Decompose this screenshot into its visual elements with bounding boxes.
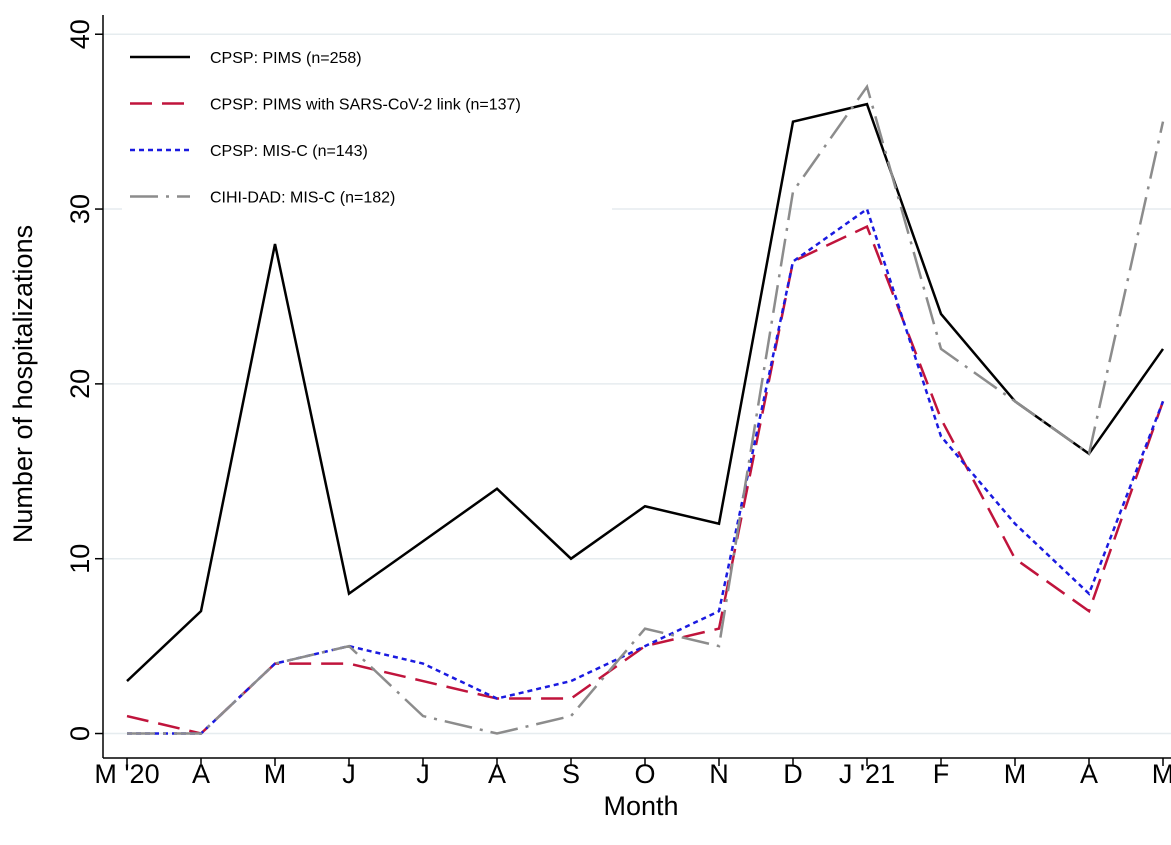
series-line bbox=[126, 102, 1165, 682]
x-tick-label: A bbox=[1080, 759, 1098, 789]
y-tick-label: 20 bbox=[65, 369, 95, 399]
legend-background bbox=[122, 132, 612, 168]
x-tick-label: A bbox=[192, 759, 210, 789]
x-tick-label: M '20 bbox=[94, 759, 159, 789]
legend-label: CPSP: PIMS with SARS-CoV-2 link (n=137) bbox=[210, 97, 521, 114]
y-tick-label: 0 bbox=[65, 726, 95, 741]
y-tick-label: 10 bbox=[65, 544, 95, 574]
series-line bbox=[127, 83, 1165, 735]
x-tick-label: S bbox=[562, 759, 580, 789]
x-tick-label: M bbox=[264, 759, 287, 789]
legend-label: CIHI-DAD: MIS-C (n=182) bbox=[210, 190, 395, 207]
legend-label: CPSP: PIMS (n=258) bbox=[210, 50, 362, 67]
x-tick-label: J '21 bbox=[839, 759, 895, 789]
series-line bbox=[126, 224, 1165, 735]
y-tick-label: 30 bbox=[65, 194, 95, 224]
x-tick-label: D bbox=[783, 759, 803, 789]
legend-background bbox=[122, 39, 612, 75]
x-tick-label: N bbox=[709, 759, 729, 789]
y-tick-label: 40 bbox=[65, 19, 95, 49]
legend-label: CPSP: MIS-C (n=143) bbox=[210, 143, 368, 160]
x-tick-label: M bbox=[1152, 759, 1171, 789]
x-tick-label: J bbox=[342, 759, 356, 789]
x-tick-label: F bbox=[933, 759, 950, 789]
legend-background bbox=[122, 85, 612, 122]
series-line bbox=[127, 207, 1165, 735]
x-tick-label: A bbox=[488, 759, 506, 789]
legend-background bbox=[122, 178, 612, 215]
y-axis-title: Number of hospitalizations bbox=[8, 225, 38, 543]
x-tick-label: J bbox=[416, 759, 430, 789]
x-tick-label: O bbox=[634, 759, 655, 789]
x-axis-title: Month bbox=[603, 791, 678, 821]
x-tick-label: M bbox=[1004, 759, 1027, 789]
